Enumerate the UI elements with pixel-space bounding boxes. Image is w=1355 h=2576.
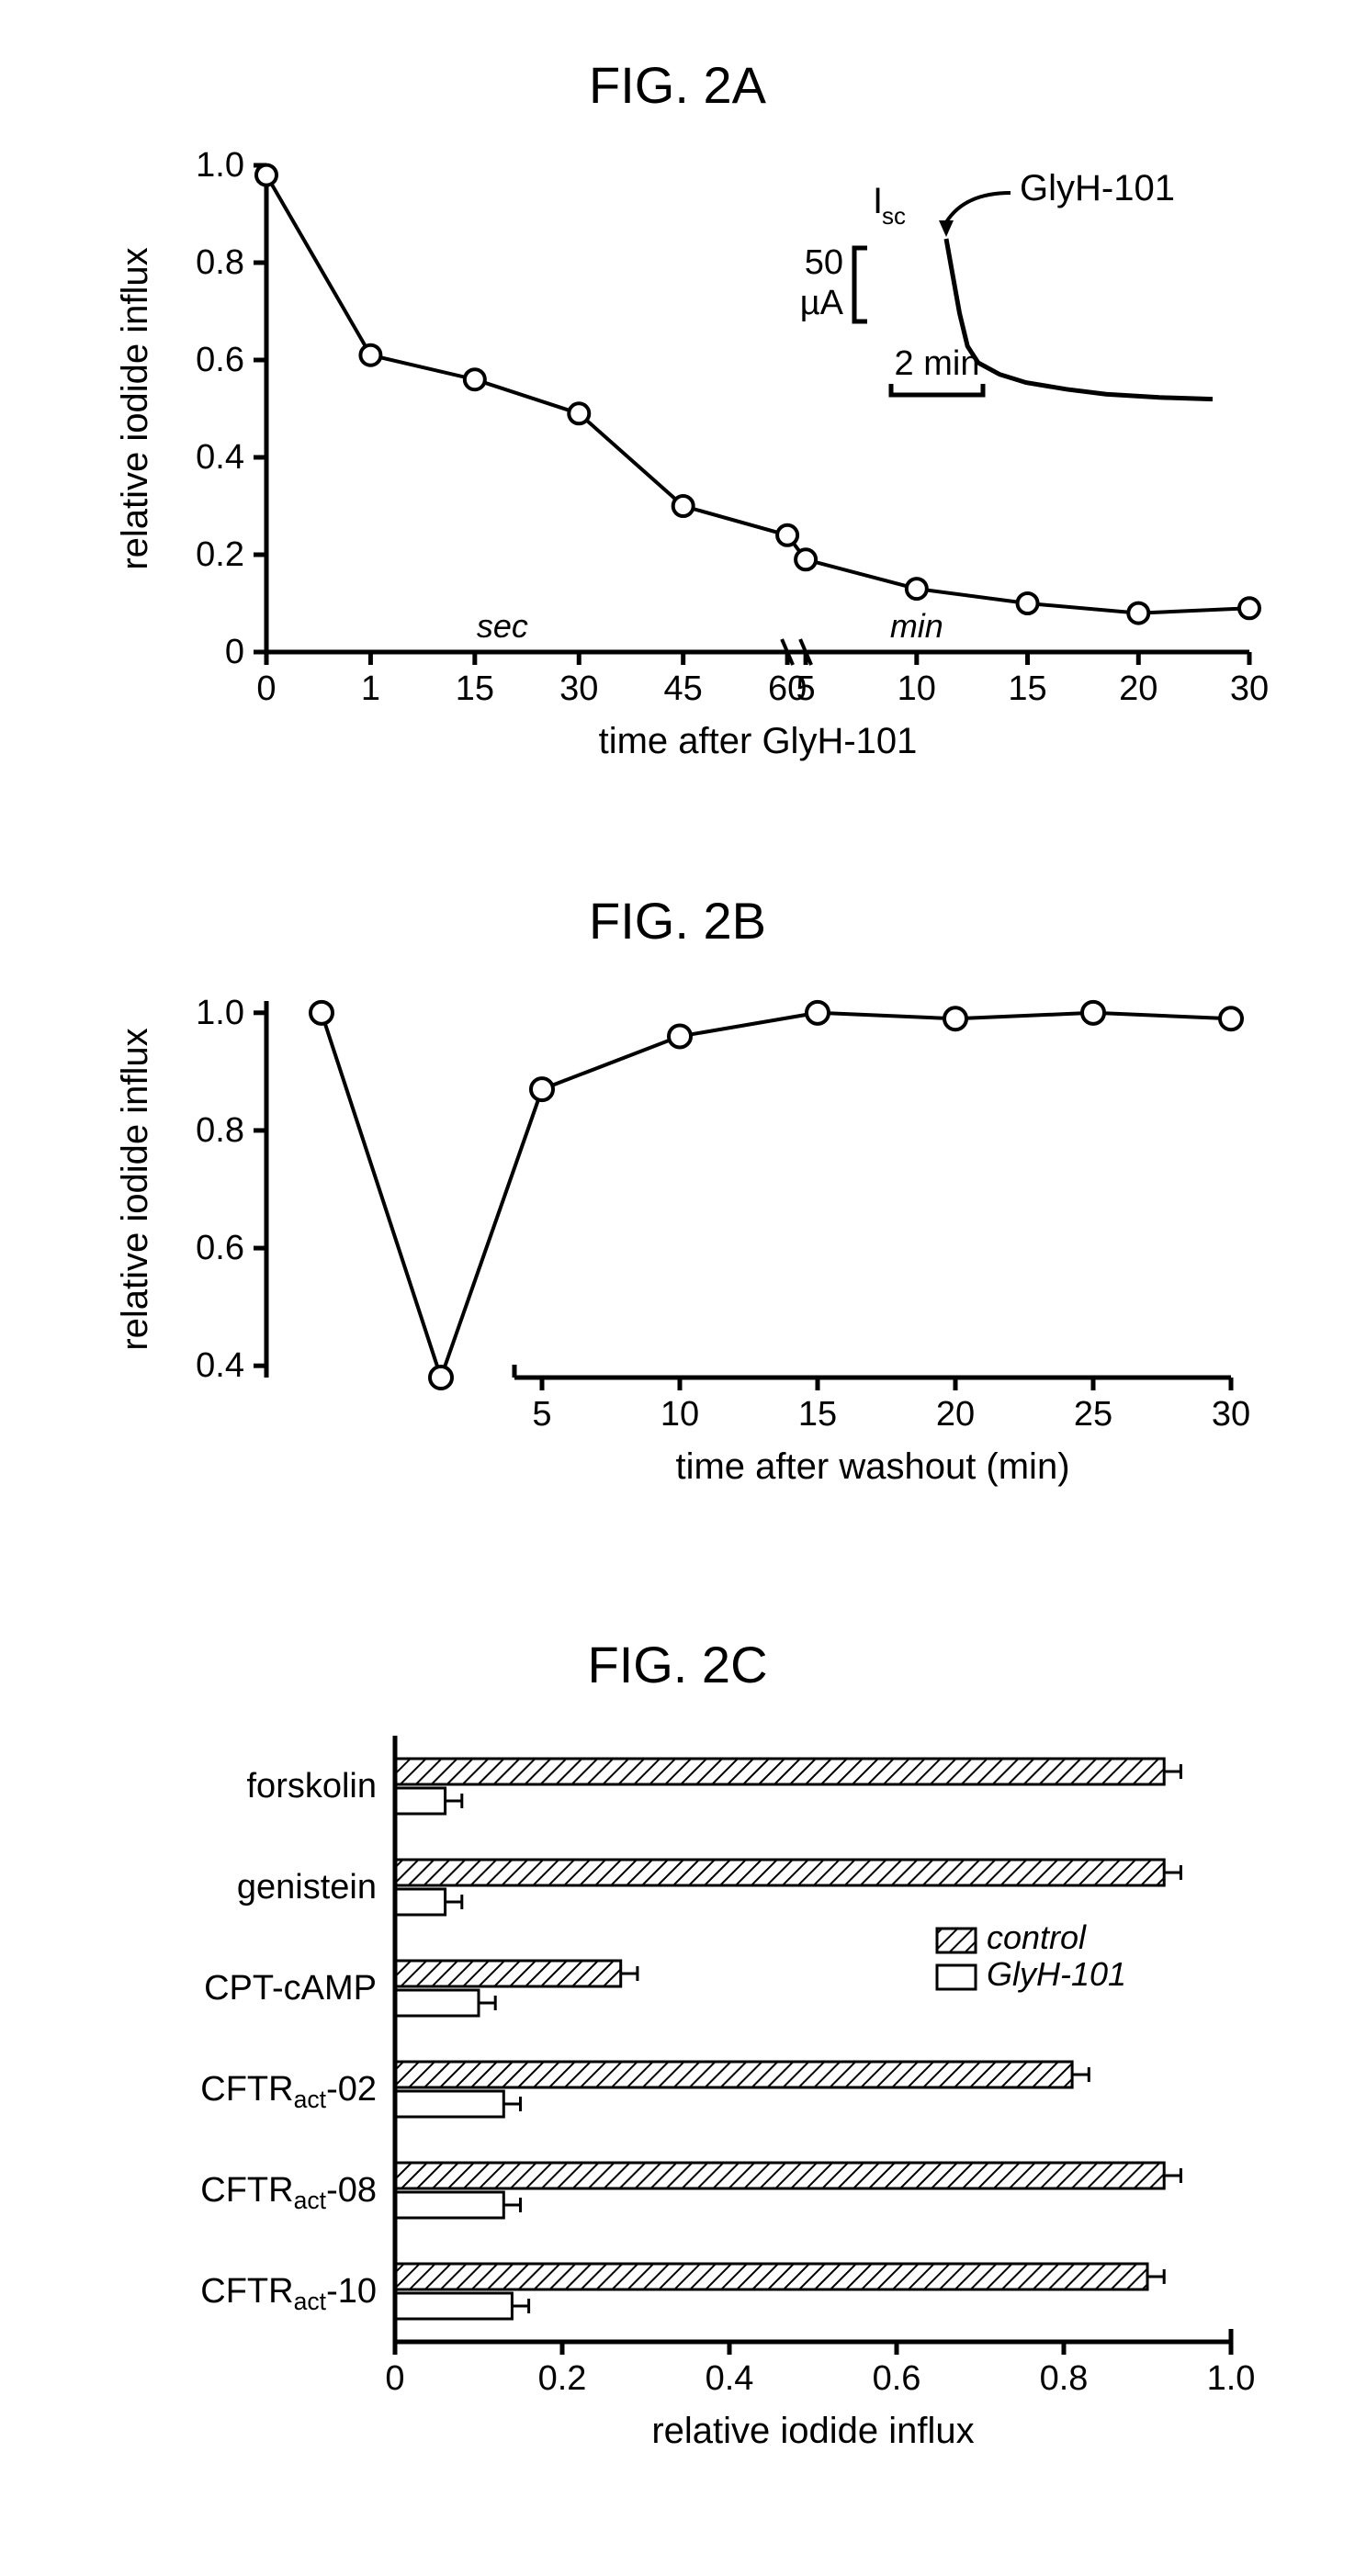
svg-text:0: 0 (256, 669, 276, 708)
svg-text:0.2: 0.2 (538, 2359, 587, 2398)
svg-text:0.6: 0.6 (873, 2359, 921, 2398)
svg-text:15: 15 (798, 1395, 837, 1434)
svg-text:GlyH-101: GlyH-101 (1020, 168, 1175, 208)
svg-text:10: 10 (898, 669, 936, 708)
svg-text:relative iodide influx: relative iodide influx (651, 2411, 974, 2451)
svg-text:0.4: 0.4 (196, 1346, 244, 1385)
svg-text:0.6: 0.6 (196, 341, 244, 379)
svg-text:25: 25 (1074, 1395, 1112, 1434)
fig-a-chart: 0 0.2 0.4 0.6 0.8 1.0 relative iodide influx 0 1… (92, 138, 1286, 799)
svg-text:time after GlyH-101: time after GlyH-101 (599, 721, 918, 761)
svg-text:CFTRact-10: CFTRact-10 (200, 2272, 377, 2315)
svg-text:45: 45 (664, 669, 703, 708)
svg-text:CFTRact-02: CFTRact-02 (200, 2070, 377, 2113)
svg-text:0: 0 (225, 633, 244, 671)
svg-text:1: 1 (361, 669, 380, 708)
svg-text:0.2: 0.2 (196, 535, 244, 574)
svg-text:0.4: 0.4 (196, 438, 244, 477)
svg-text:µA: µA (800, 284, 844, 322)
svg-text:0.8: 0.8 (1040, 2359, 1089, 2398)
svg-text:1.0: 1.0 (196, 994, 244, 1032)
svg-text:5: 5 (532, 1395, 551, 1434)
svg-text:time after washout (min): time after washout (min) (675, 1446, 1069, 1487)
svg-text:CFTRact-08: CFTRact-08 (200, 2171, 377, 2214)
svg-text:forskolin: forskolin (247, 1767, 378, 1805)
svg-text:20: 20 (1119, 669, 1157, 708)
svg-text:15: 15 (1008, 669, 1046, 708)
page: FIG. 2A 0 0.2 0.4 0.6 0.8 1.0 relative iodide … (0, 0, 1355, 2576)
svg-text:relative iodide influx: relative iodide influx (115, 1028, 155, 1350)
svg-text:control: control (987, 1918, 1087, 1956)
svg-text:50: 50 (805, 243, 843, 282)
svg-text:20: 20 (936, 1395, 975, 1434)
svg-text:sc: sc (882, 202, 906, 230)
svg-text:GlyH-101: GlyH-101 (987, 1955, 1126, 1993)
svg-text:5: 5 (796, 669, 816, 708)
svg-text:min: min (890, 607, 943, 645)
svg-text:10: 10 (661, 1395, 699, 1434)
fig-c-title: FIG. 2C (0, 1635, 1355, 1694)
svg-text:0.8: 0.8 (196, 243, 244, 282)
svg-text:1.0: 1.0 (196, 146, 244, 185)
svg-text:1.0: 1.0 (1207, 2359, 1256, 2398)
svg-text:0.4: 0.4 (706, 2359, 754, 2398)
svg-text:CPT-cAMP: CPT-cAMP (204, 1969, 377, 2008)
svg-text:30: 30 (1212, 1395, 1250, 1434)
svg-text:15: 15 (456, 669, 494, 708)
svg-text:relative iodide influx: relative iodide influx (115, 247, 155, 569)
svg-text:sec: sec (477, 607, 528, 645)
fig-c-chart: forskolin genistein CPT-cAMP CFTRact-02 CFTR… (92, 1717, 1286, 2525)
fig-b-title: FIG. 2B (0, 891, 1355, 951)
svg-text:0.6: 0.6 (196, 1229, 244, 1267)
svg-text:0.8: 0.8 (196, 1111, 244, 1150)
svg-text:genistein: genistein (237, 1868, 377, 1907)
svg-text:2 min: 2 min (895, 344, 980, 383)
svg-text:0: 0 (385, 2359, 404, 2398)
fig-b-chart: 0.4 0.6 0.8 1.0 relative iodide influx 5 10 15 2… (92, 973, 1286, 1561)
fig-a-title: FIG. 2A (0, 55, 1355, 115)
svg-text:30: 30 (559, 669, 598, 708)
svg-text:30: 30 (1230, 669, 1269, 708)
